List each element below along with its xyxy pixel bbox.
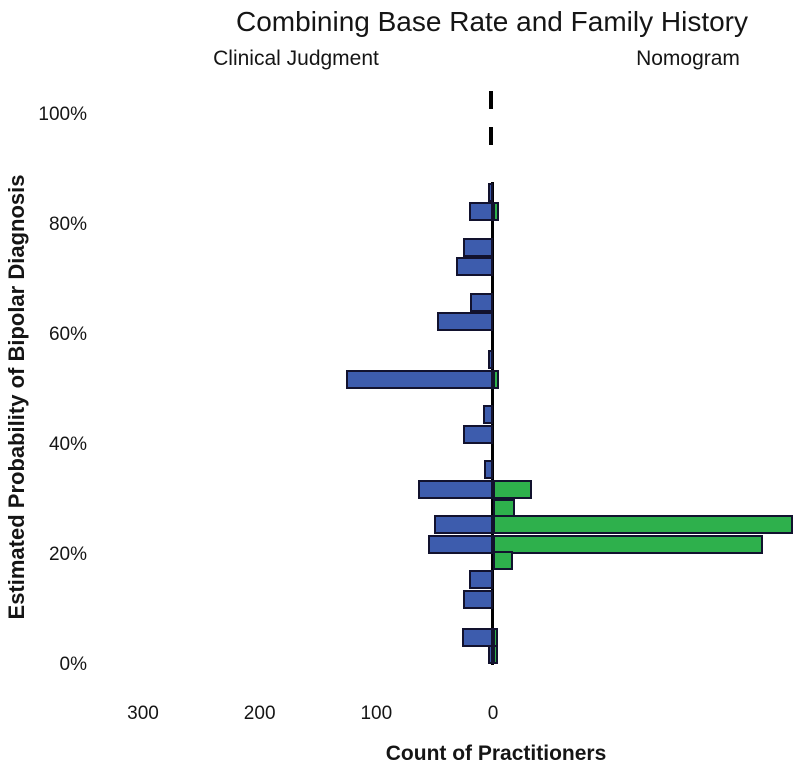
y-tick-label: 20% [48, 544, 87, 565]
clinical-judgment-bar [488, 182, 493, 202]
y-tick-label: 40% [48, 434, 87, 455]
clinical-judgment-bar [433, 515, 493, 535]
clinical-judgment-bar [468, 201, 493, 221]
y-axis-dashed-segment [489, 91, 493, 109]
x-tick-label: 200 [243, 703, 276, 724]
nomogram-bar [493, 515, 793, 535]
chart-title: Combining Base Rate and Family History [236, 6, 748, 37]
x-tick-label: 300 [127, 703, 159, 724]
right-panel-label: Nomogram [636, 47, 740, 70]
clinical-judgment-bar [468, 570, 493, 590]
clinical-judgment-bar [462, 589, 493, 609]
clinical-judgment-bar [488, 644, 493, 664]
y-axis-dashed-segment [489, 127, 493, 145]
clinical-judgment-bar [482, 405, 493, 425]
x-tick-label: 100 [360, 703, 393, 724]
y-tick-label: 100% [38, 104, 87, 125]
nomogram-bar [493, 644, 498, 664]
clinical-judgment-bar [455, 256, 493, 276]
y-tick-label: 80% [48, 214, 87, 235]
clinical-judgment-bar [469, 292, 493, 312]
clinical-judgment-bar [427, 534, 493, 554]
x-tick-label: 0 [487, 703, 499, 724]
clinical-judgment-bar [462, 424, 493, 444]
x-axis-title: Count of Practitioners [385, 742, 607, 765]
nomogram-bar [493, 551, 513, 570]
nomogram-bar [493, 479, 532, 499]
clinical-judgment-bar [346, 369, 493, 389]
y-tick-label: 0% [59, 654, 87, 675]
clinical-judgment-bar [418, 479, 493, 499]
clinical-judgment-bar [437, 311, 493, 331]
nomogram-bar [493, 369, 499, 389]
nomogram-bar [493, 534, 763, 554]
nomogram-bar [493, 201, 499, 221]
clinical-judgment-bar [488, 350, 493, 370]
y-tick-label: 60% [48, 324, 87, 345]
clinical-judgment-bar [483, 460, 493, 480]
left-panel-label: Clinical Judgment [213, 47, 379, 70]
clinical-judgment-bar [462, 237, 493, 257]
clinical-judgment-bar [461, 628, 493, 647]
